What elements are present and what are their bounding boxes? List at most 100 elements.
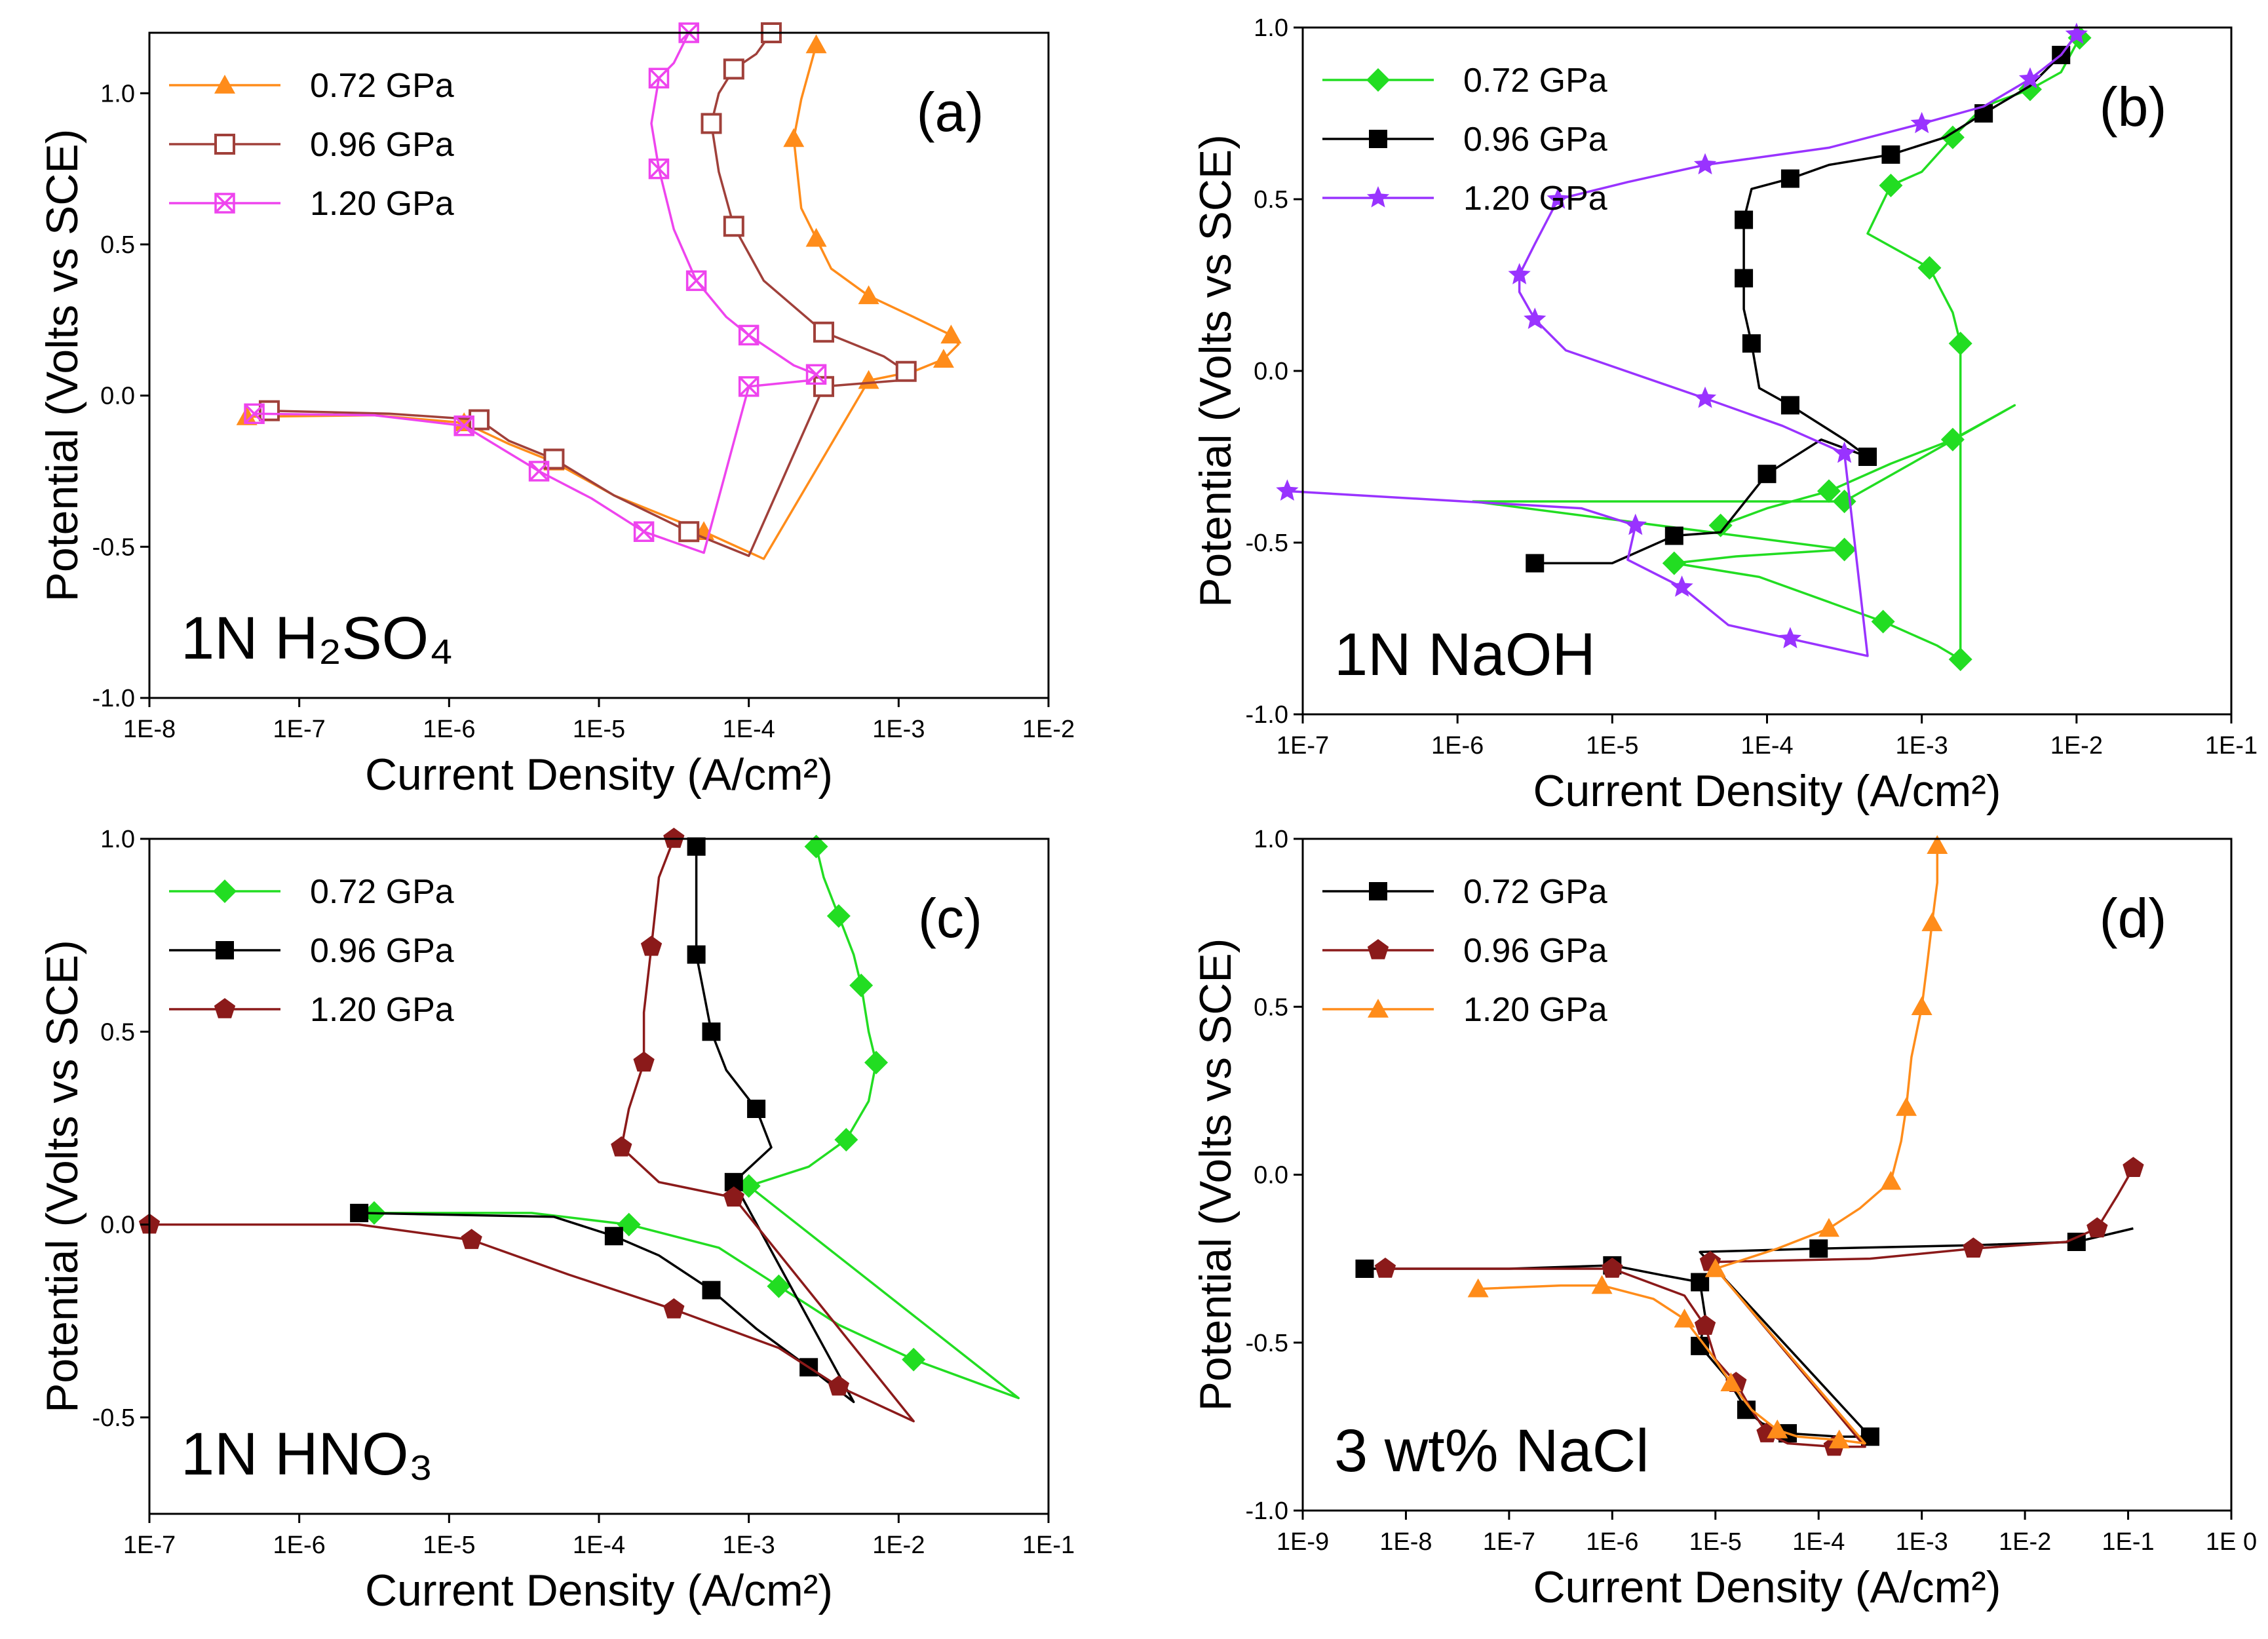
data-point (1780, 396, 1799, 415)
marker-cross (214, 193, 235, 214)
legend: 0.72 GPa 0.96 GPa 1.20 GPa (1322, 62, 1607, 218)
data-point (1767, 1419, 1788, 1438)
x-axis-label: Current Density (A/cm²) (1533, 766, 2001, 816)
corrosive-label: 1N HNO₃ (181, 1421, 433, 1488)
marker-cross (739, 325, 759, 345)
series-120 (1467, 835, 1948, 1449)
legend-marker (214, 75, 235, 94)
data-point (1927, 835, 1948, 855)
panel-label: (a) (917, 81, 984, 143)
legend-entry: 0.96 GPa (1463, 932, 1607, 970)
x-tick-label: 1E-6 (1431, 732, 1484, 760)
data-point (1778, 627, 1802, 649)
y-axis-label: Potential (Volts vs SCE) (37, 940, 87, 1413)
data-point (1276, 479, 1299, 501)
panel-label: (d) (2100, 887, 2167, 949)
data-point (604, 1227, 623, 1246)
data-point (723, 216, 744, 237)
y-tick-label: 0.5 (100, 231, 135, 259)
corrosive-label: 3 wt% NaCl (1334, 1417, 1649, 1484)
marker-box (738, 324, 759, 346)
data-point (236, 406, 258, 425)
data-point (1910, 111, 1933, 134)
data-point (2065, 22, 2088, 45)
marker-cross (529, 461, 549, 482)
data-point (1664, 526, 1683, 545)
data-point (702, 1281, 721, 1300)
data-point (738, 376, 759, 397)
marker-box (805, 364, 827, 385)
legend-entry: 0.96 GPa (1463, 121, 1607, 159)
marker-cross (634, 522, 654, 542)
y-axis-label: Potential (Volts vs SCE) (37, 129, 87, 602)
marker-box (633, 521, 655, 542)
data-point (663, 828, 685, 848)
plot-frame (1301, 26, 2233, 716)
x-tick-label: 1E-1 (2102, 1528, 2154, 1556)
series-096 (1374, 1157, 2144, 1456)
data-point (1816, 479, 1841, 503)
legend-marker (216, 941, 234, 959)
data-point (1708, 513, 1733, 537)
data-point (1880, 1170, 1902, 1190)
data-point (1508, 263, 1531, 284)
data-point (723, 58, 744, 80)
legend-marker (1366, 186, 1390, 208)
data-point (738, 324, 759, 346)
data-point (1670, 575, 1693, 597)
series-line (359, 846, 855, 1404)
x-tick-label: 1E-3 (1896, 732, 1948, 760)
legend: 0.72 GPa 0.96 GPa 1.20 GPa (1322, 873, 1607, 1029)
data-point (1547, 187, 1569, 209)
data-point (1917, 256, 1942, 280)
data-point (1963, 1237, 1984, 1258)
data-point (1694, 1315, 1716, 1335)
x-axis-label: Current Density (A/cm²) (1533, 1562, 2001, 1612)
data-point (1591, 1275, 1613, 1294)
x-tick-label: 1E-1 (1022, 1532, 1075, 1559)
data-point (932, 349, 954, 368)
marker-box (214, 193, 235, 214)
x-tick-label: 1E-5 (423, 1532, 475, 1559)
data-point (849, 973, 874, 997)
data-point (1662, 551, 1686, 575)
x-tick-label: 1E-6 (273, 1532, 326, 1559)
data-point (1832, 537, 1856, 562)
data-point (858, 285, 879, 305)
legend-marker (1369, 130, 1387, 148)
legend-marker (213, 879, 237, 903)
corrosive-label: 1N H₂SO₄ (181, 605, 453, 672)
panel-label: (c) (918, 887, 982, 949)
x-tick-label: 1E-7 (1277, 732, 1329, 760)
x-tick-label: 1E-7 (1483, 1528, 1535, 1556)
data-point (895, 360, 917, 382)
series-096 (1526, 33, 2078, 573)
data-point (813, 376, 834, 397)
legend-marker (1368, 999, 1389, 1018)
data-point (2018, 77, 2042, 102)
data-point (1374, 1258, 1396, 1278)
data-point (1467, 1278, 1489, 1298)
data-point (1526, 554, 1545, 573)
legend-entry: 0.96 GPa (310, 932, 454, 970)
legend-marker (214, 134, 235, 155)
y-tick-label: 0.5 (1254, 993, 1288, 1021)
data-point (1809, 1239, 1828, 1258)
x-tick-label: 1E-6 (1586, 1528, 1638, 1556)
y-tick-label: 0.0 (1254, 358, 1288, 385)
y-tick-label: 0.0 (100, 383, 135, 410)
data-point (1355, 1260, 1374, 1278)
data-point (687, 945, 706, 964)
series-line (1385, 1167, 2134, 1448)
series-096 (258, 22, 917, 557)
data-point (1828, 1429, 1850, 1449)
marker-box (648, 158, 670, 180)
marker-cross (806, 364, 826, 385)
legend-marker (214, 998, 236, 1018)
x-tick-label: 1E-7 (123, 1532, 176, 1559)
data-point (813, 321, 834, 343)
x-tick-label: 1E-2 (2050, 732, 2103, 760)
data-point (1948, 332, 1972, 356)
data-point (1858, 448, 1877, 466)
